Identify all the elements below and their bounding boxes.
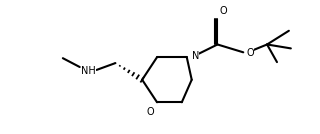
Text: O: O (246, 48, 254, 58)
Text: N: N (192, 51, 199, 61)
Text: O: O (220, 6, 227, 16)
Text: O: O (147, 107, 154, 117)
Text: NH: NH (81, 66, 96, 76)
